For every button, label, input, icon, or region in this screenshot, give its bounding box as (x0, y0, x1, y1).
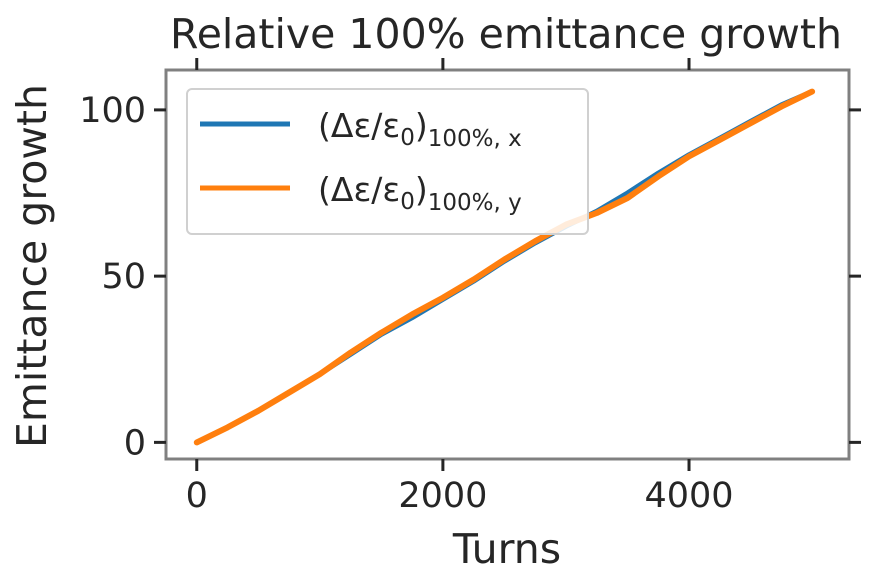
y-axis: 0 50 100 (79, 91, 861, 463)
legend-label-y-sub: 100%, y (428, 190, 522, 216)
y-axis-label: Emittance growth (8, 84, 56, 448)
x-axis-label: Turns (452, 525, 561, 573)
legend-label-x-sub0: 0 (400, 125, 415, 151)
legend-label-y-sub0: 0 (400, 189, 415, 215)
legend-label-x-sub: 100%, x (428, 126, 522, 152)
series-layer (193, 88, 816, 446)
plot-area (164, 68, 851, 461)
chart-title: Relative 100% emittance growth (170, 10, 842, 58)
legend: (Δε/ε0)100%, x (Δε/ε0)100%, y (186, 88, 589, 235)
x-tick-label: 2000 (398, 476, 487, 516)
series-line-1 (193, 88, 816, 446)
legend-label-y: (Δε/ε0)100%, y (318, 170, 522, 216)
legend-label-y-main: (Δε/ε (318, 170, 400, 209)
x-tick-label: 4000 (644, 476, 733, 516)
y-tick-label: 0 (124, 423, 146, 463)
legend-label-x: (Δε/ε0)100%, x (318, 106, 522, 152)
y-tick-label: 50 (101, 257, 146, 297)
legend-label-y-close: ) (415, 170, 428, 209)
plot-frame (164, 68, 851, 461)
legend-label-x-close: ) (415, 106, 428, 145)
legend-label-x-main: (Δε/ε (318, 106, 400, 145)
x-axis: 0 2000 4000 (186, 58, 734, 516)
y-tick-label: 100 (79, 91, 146, 131)
x-tick-label: 0 (186, 476, 208, 516)
